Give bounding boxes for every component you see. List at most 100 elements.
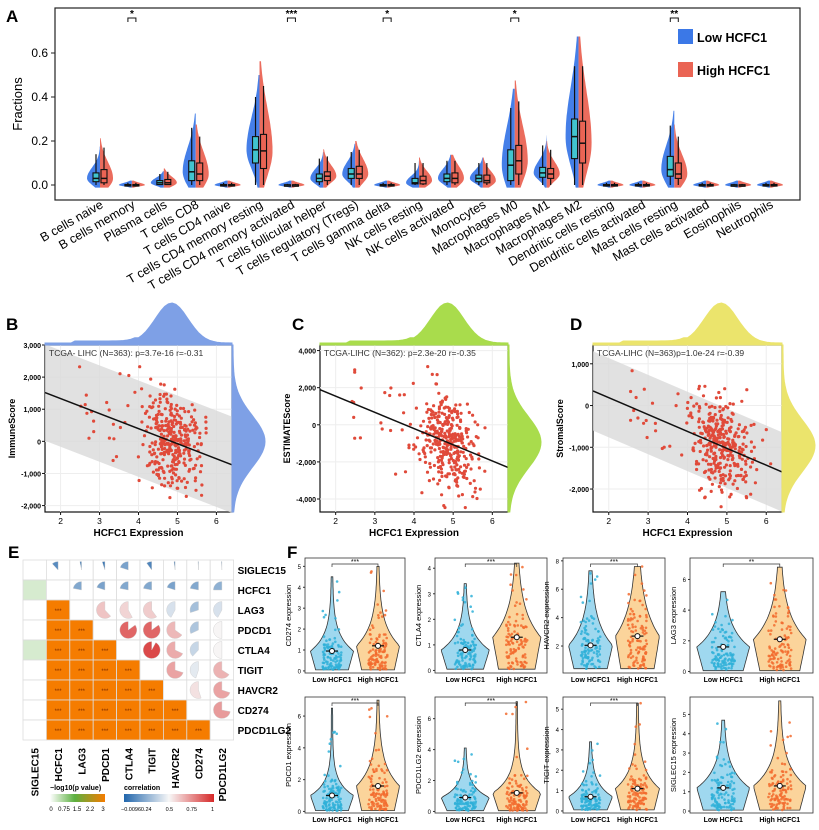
data-point — [779, 780, 783, 784]
scatter-point — [150, 486, 154, 490]
data-point — [505, 624, 508, 628]
scatter-point — [148, 450, 152, 454]
data-point — [731, 802, 735, 806]
scatter-point — [697, 404, 702, 409]
scatter-point — [468, 453, 473, 457]
scatter-point — [744, 462, 748, 466]
top-marginal-density — [319, 302, 509, 346]
heatmap-cell — [46, 579, 71, 601]
data-point — [338, 806, 342, 809]
correlation-wedge — [173, 561, 176, 571]
data-point — [367, 802, 370, 806]
data-point — [453, 802, 457, 806]
scatter-point — [153, 462, 157, 466]
scatter-point — [473, 490, 477, 494]
scatter-point — [168, 431, 172, 435]
data-point — [713, 804, 716, 808]
data-point — [642, 774, 646, 777]
data-point — [460, 624, 463, 627]
group-label: High HCFC1 — [358, 677, 399, 684]
scatter-point — [429, 446, 434, 450]
data-point — [641, 663, 645, 667]
scatter-point — [204, 415, 208, 419]
data-point — [507, 642, 510, 646]
data-point — [716, 663, 720, 666]
data-point — [785, 751, 788, 755]
scatter-point — [418, 457, 422, 462]
data-point — [595, 575, 599, 578]
scatter-point — [728, 445, 732, 449]
data-point — [786, 659, 789, 663]
data-point — [768, 792, 771, 796]
data-point — [727, 799, 730, 802]
significance-label: *** — [78, 709, 86, 715]
data-point — [339, 656, 343, 660]
scatter-point — [420, 491, 424, 495]
scatter-point — [414, 406, 418, 410]
data-point — [730, 664, 734, 668]
correlation-wedge — [119, 561, 129, 571]
data-point — [371, 665, 375, 669]
scatter-point — [433, 415, 437, 420]
scatter-point — [629, 389, 633, 394]
data-point — [716, 653, 720, 657]
scatter-point — [465, 476, 469, 481]
scatter-point — [698, 449, 702, 454]
data-point — [462, 757, 466, 761]
data-point — [509, 797, 513, 800]
data-point — [334, 663, 338, 666]
data-point — [504, 712, 508, 716]
data-point — [517, 803, 521, 807]
data-point — [525, 786, 528, 789]
data-point — [789, 798, 792, 802]
scatter-point — [147, 415, 151, 419]
scatter-point — [714, 456, 718, 460]
significance-label: *** — [55, 669, 63, 675]
scatter-point — [722, 418, 727, 422]
scatter-point — [195, 457, 199, 461]
data-point — [459, 663, 462, 667]
data-point — [781, 773, 785, 777]
scatter-point — [453, 407, 457, 411]
data-point — [724, 727, 728, 731]
violin-low — [565, 36, 579, 188]
data-point — [374, 652, 378, 655]
data-point — [626, 639, 630, 643]
data-point — [326, 662, 329, 666]
median-marker — [462, 794, 469, 801]
scatter-point — [689, 396, 693, 400]
correlation-wedge — [96, 581, 106, 591]
data-point — [726, 780, 730, 784]
data-point — [339, 797, 343, 801]
scatter-point — [459, 450, 463, 454]
data-point — [509, 573, 513, 576]
data-point — [515, 601, 518, 604]
y-tick-label: 2 — [428, 618, 432, 624]
data-point — [378, 776, 381, 780]
data-point — [515, 755, 518, 759]
data-point — [457, 626, 461, 630]
data-point — [382, 633, 386, 636]
data-point — [328, 663, 332, 666]
data-point — [644, 768, 648, 772]
data-point — [512, 667, 516, 671]
data-point — [380, 768, 383, 771]
correlation-wedge — [166, 641, 184, 659]
data-point — [334, 782, 338, 786]
data-point — [784, 797, 788, 801]
data-point — [789, 734, 792, 738]
data-point — [336, 659, 339, 662]
scatter-point — [477, 466, 481, 470]
scatter-point — [204, 431, 208, 435]
column-label: CTLA4 — [124, 748, 135, 781]
row-label: HAVCR2 — [238, 686, 279, 697]
scatter-point — [437, 410, 441, 414]
scatter-point — [151, 470, 155, 474]
data-point — [369, 785, 373, 788]
scatter-point — [140, 405, 144, 409]
scatter-point — [176, 450, 180, 454]
scatter-point — [703, 384, 707, 388]
data-point — [775, 668, 779, 672]
scatter-point — [468, 481, 472, 485]
correlation-wedge — [189, 661, 199, 679]
